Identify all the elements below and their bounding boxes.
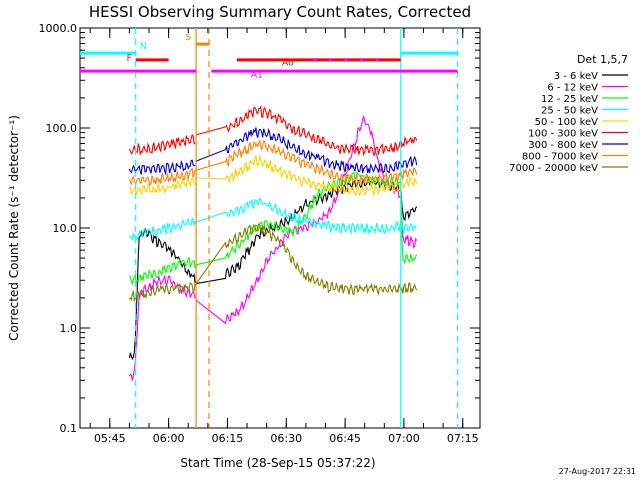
legend-label-1: 3 - 6 keV xyxy=(554,71,598,82)
y-tick-label-4: 100.0 xyxy=(46,122,78,135)
series-line-7-part-1 xyxy=(128,159,196,176)
series-line-8-part-1 xyxy=(128,167,196,187)
series-line-6-part-1 xyxy=(128,134,196,157)
y-axis-label: Corrected Count Rate (s⁻¹ detector⁻¹) xyxy=(7,115,21,341)
attenuator-mark-5 xyxy=(375,58,379,62)
legend-label-9: 7000 - 20000 keV xyxy=(509,163,598,174)
series-line-5-part-2 xyxy=(196,153,418,197)
timestamp: 27-Aug-2017 22:31 xyxy=(559,467,636,476)
y-tick-label-5: 1000.0 xyxy=(39,22,78,35)
x-tick-label-6: 07:00 xyxy=(388,432,420,445)
x-tick-label-4: 06:30 xyxy=(270,432,302,445)
axis-ticks: 0.1 1.0 10.0 100.0 1000.0 05:45 06:00 06:15 06:3… xyxy=(39,22,480,445)
attenuator-mark-1 xyxy=(313,58,317,62)
series-layer xyxy=(128,104,418,381)
flag-label-s: S xyxy=(185,33,191,43)
series-line-2-part-1 xyxy=(128,275,196,381)
series-line-9-part-2 xyxy=(195,223,418,296)
series-line-3-part-1 xyxy=(128,257,196,286)
series-line-3-part-2 xyxy=(195,170,418,266)
series-line-7-part-2 xyxy=(195,127,418,174)
attenuator-mark-4 xyxy=(360,58,364,62)
series-line-9-part-1 xyxy=(128,281,196,303)
flag-label-n: N xyxy=(140,42,147,52)
series-line-4-part-1 xyxy=(128,216,196,241)
x-tick-label-7: 07:15 xyxy=(447,432,479,445)
attenuator-mark-3 xyxy=(344,58,348,62)
vertical-markers xyxy=(135,28,459,428)
y-tick-label-3: 10.0 xyxy=(53,222,78,235)
legend-title: Det 1,5,7 xyxy=(577,53,628,66)
x-tick-label-2: 06:00 xyxy=(153,432,185,445)
legend-label-7: 300 - 800 keV xyxy=(528,140,598,151)
flag-label-a1: A1 xyxy=(251,70,263,80)
series-line-2-part-2 xyxy=(195,114,418,325)
legend-label-3: 12 - 25 keV xyxy=(541,94,598,105)
legend-label-8: 800 - 7000 keV xyxy=(522,152,598,163)
x-tick-label-3: 06:15 xyxy=(212,432,244,445)
flag-label-a0: A0 xyxy=(282,59,294,69)
x-tick-label-5: 06:45 xyxy=(329,432,361,445)
legend-label-2: 6 - 12 keV xyxy=(547,83,598,94)
series-line-5-part-1 xyxy=(129,177,196,197)
flag-bars: N S F A0 A1 xyxy=(80,33,458,80)
series-line-8-part-2 xyxy=(195,138,418,186)
legend-label-6: 100 - 300 keV xyxy=(528,129,598,140)
series-line-6-part-2 xyxy=(195,104,418,157)
x-axis-label: Start Time (28-Sep-15 05:37:22) xyxy=(180,456,375,470)
attenuator-mark-2 xyxy=(328,58,332,62)
y-tick-label-2: 1.0 xyxy=(60,322,78,335)
legend-label-4: 25 - 50 keV xyxy=(541,106,598,117)
series-line-4-part-2 xyxy=(195,196,418,235)
flag-label-f: F xyxy=(127,54,132,64)
y-tick-label-1: 0.1 xyxy=(60,422,78,435)
x-tick-label-1: 05:45 xyxy=(94,432,126,445)
chart-title: HESSI Observing Summary Count Rates, Cor… xyxy=(89,3,471,21)
legend-label-5: 50 - 100 keV xyxy=(535,117,599,128)
